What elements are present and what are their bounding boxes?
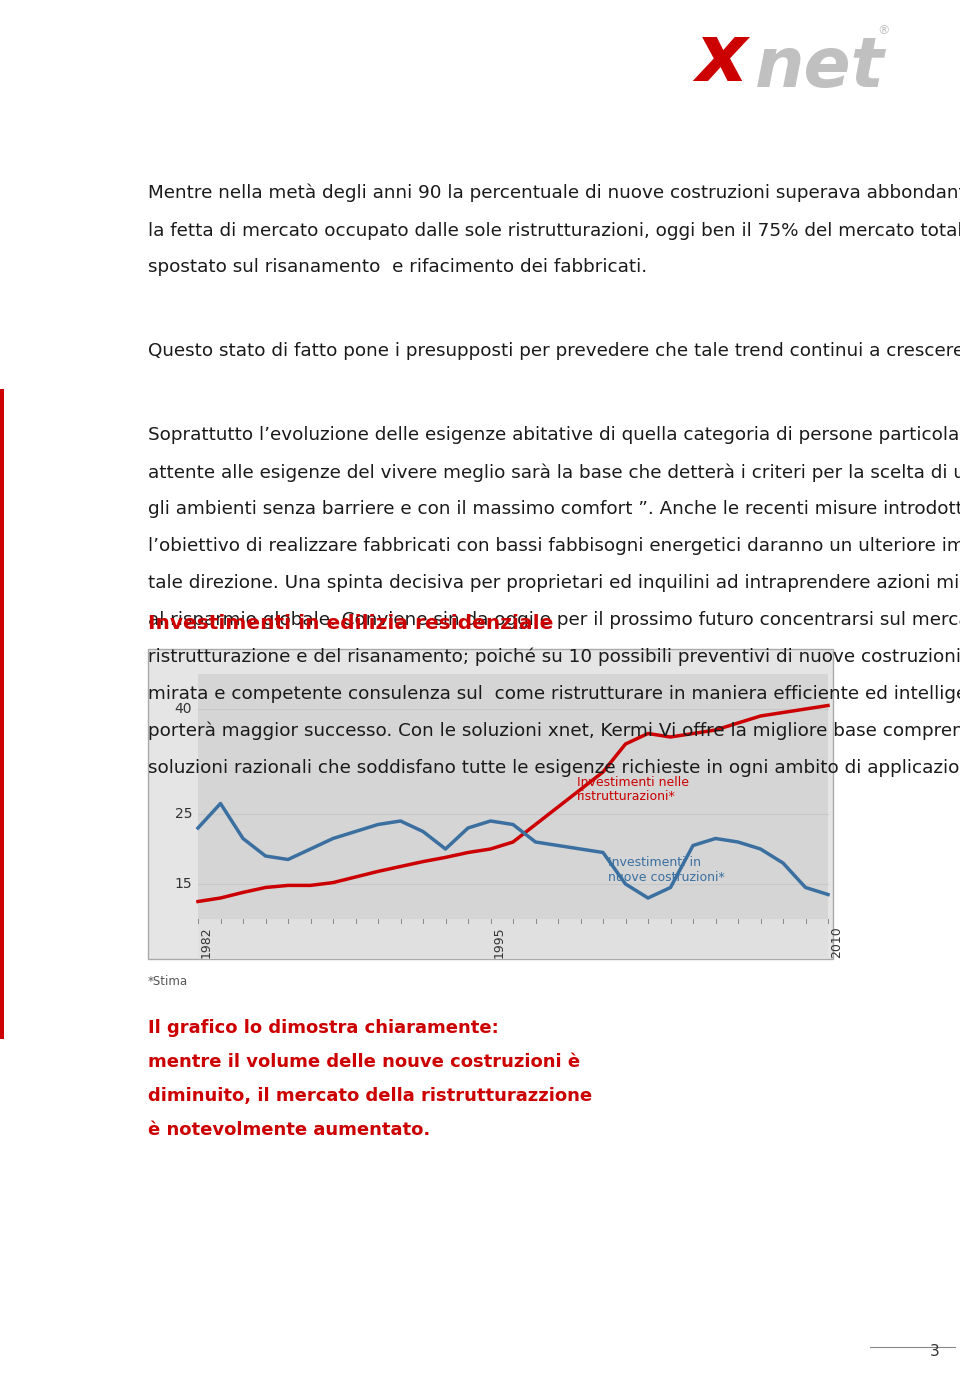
Text: diminuito, il mercato della ristrutturazzione: diminuito, il mercato della ristrutturaz… [148, 1088, 592, 1106]
Text: 25: 25 [175, 807, 192, 821]
Text: Il grafico lo dimostra chiaramente:: Il grafico lo dimostra chiaramente: [148, 1020, 499, 1038]
Text: tale direzione. Una spinta decisiva per proprietari ed inquilini ad intraprender: tale direzione. Una spinta decisiva per … [148, 574, 960, 592]
Text: 1995: 1995 [492, 926, 506, 957]
Text: è notevolmente aumentato.: è notevolmente aumentato. [148, 1121, 430, 1139]
Text: 40: 40 [175, 701, 192, 715]
Bar [198, 920, 828, 958]
Text: la fetta di mercato occupato dalle sole ristrutturazioni, oggi ben il 75% del me: la fetta di mercato occupato dalle sole … [148, 221, 960, 239]
Text: Investimenti in
nuove costruzioni*: Investimenti in nuove costruzioni* [608, 856, 725, 883]
Text: Mentre nella metà degli anni 90 la percentuale di nuove costruzioni superava abb: Mentre nella metà degli anni 90 la perce… [148, 183, 960, 203]
Bar [148, 649, 833, 958]
Text: *Stima: *Stima [148, 975, 188, 988]
Bar [0, 389, 4, 1039]
Text: 2010: 2010 [830, 926, 843, 958]
Text: mirata e competente consulenza sul  come ristrutturare in maniera efficiente ed : mirata e competente consulenza sul come … [148, 685, 960, 703]
Text: spostato sul risanamento  e rifacimento dei fabbricati.: spostato sul risanamento e rifacimento d… [148, 258, 647, 276]
Text: ristrutturazione e del risanamento; poiché su 10 possibili preventivi di nuove c: ristrutturazione e del risanamento; poic… [148, 649, 960, 667]
Text: porterà maggior successo. Con le soluzioni xnet, Kermi Vi offre la migliore base: porterà maggior successo. Con le soluzio… [148, 722, 960, 740]
Text: Investimenti nelle
ristrutturazioni*: Investimenti nelle ristrutturazioni* [577, 775, 689, 803]
Text: 1982: 1982 [200, 926, 213, 957]
Text: Questo stato di fatto pone i presupposti per prevedere che tale trend continui a: Questo stato di fatto pone i presupposti… [148, 342, 960, 360]
Text: mentre il volume delle nouve costruzioni è: mentre il volume delle nouve costruzioni… [148, 1053, 580, 1071]
Text: ®: ® [877, 25, 890, 38]
Text: Soprattutto l’evoluzione delle esigenze abitative di quella categoria di persone: Soprattutto l’evoluzione delle esigenze … [148, 426, 960, 444]
Text: l’obiettivo di realizzare fabbricati con bassi fabbisogni energetici daranno un : l’obiettivo di realizzare fabbricati con… [148, 538, 960, 556]
Text: Investimenti in edilizia residenziale: Investimenti in edilizia residenziale [148, 614, 553, 633]
Text: al risparmio globale. Conviene sin da oggi e per il prossimo futuro concentrarsi: al risparmio globale. Conviene sin da og… [148, 611, 960, 629]
Text: 3: 3 [930, 1345, 940, 1358]
Text: x: x [695, 19, 747, 99]
Bar [198, 674, 828, 920]
Text: 15: 15 [175, 876, 192, 890]
Text: attente alle esigenze del vivere meglio sarà la base che detterà i criteri per l: attente alle esigenze del vivere meglio … [148, 463, 960, 482]
Text: net: net [755, 33, 885, 100]
Text: soluzioni razionali che soddisfano tutte le esigenze richieste in ogni ambito di: soluzioni razionali che soddisfano tutte… [148, 758, 960, 776]
Text: gli ambienti senza barriere e con il massimo comfort ”. Anche le recenti misure : gli ambienti senza barriere e con il mas… [148, 500, 960, 518]
